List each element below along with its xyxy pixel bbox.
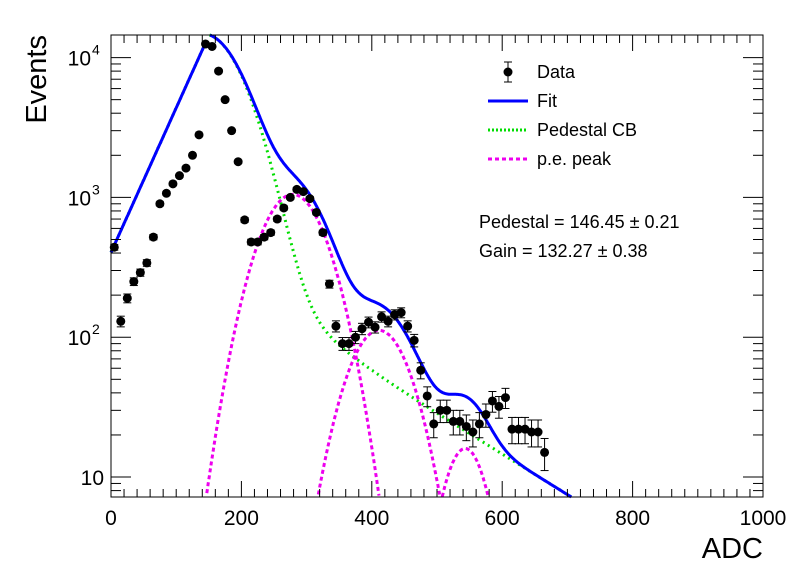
legend-entry-fit: Fit [488, 91, 557, 111]
data-point [305, 194, 315, 204]
plot-frame [110, 34, 764, 498]
data-point [142, 258, 152, 268]
data-point [259, 232, 269, 242]
data-point [540, 437, 550, 472]
data-point [468, 419, 478, 448]
data-point [227, 126, 237, 136]
data-point [266, 228, 276, 238]
data-point [422, 386, 432, 408]
data-point [331, 320, 341, 333]
y-tick-base: 10 [68, 187, 91, 210]
fit-annotations: Pedestal = 146.45 ± 0.21 Gain = 132.27 ± … [479, 212, 680, 261]
y-tick-base: 10 [68, 327, 91, 350]
legend-marker [503, 67, 513, 77]
legend: Data Fit Pedestal CB p.e. peak [488, 61, 637, 169]
data-point [233, 157, 243, 167]
y-tick-exponent: 4 [92, 42, 100, 58]
data-point [272, 214, 282, 224]
data-point [220, 95, 230, 105]
data-point [148, 232, 158, 242]
legend-entry-pedestal: Pedestal CB [488, 120, 637, 140]
x-tick-label: 200 [224, 507, 259, 530]
data-point [474, 412, 484, 439]
x-axis-label: ADC [702, 533, 763, 565]
y-tick-label: 10 [81, 467, 104, 490]
data-point [318, 228, 328, 238]
x-tick-label: 1000 [740, 507, 787, 530]
data-point [109, 242, 119, 252]
x-tick-label: 400 [354, 507, 389, 530]
legend-label: Data [537, 62, 576, 82]
pe-peak-3-curve [440, 447, 490, 498]
x-tick-label: 0 [105, 507, 117, 530]
data-point [155, 199, 165, 209]
data-point [409, 333, 419, 348]
data-point [188, 150, 197, 160]
y-axis-label: Events [21, 35, 53, 124]
data-point [403, 320, 413, 333]
data-point [481, 403, 491, 428]
data-point [351, 330, 360, 345]
legend-label: Fit [537, 91, 557, 111]
x-tick-label: 800 [615, 507, 650, 530]
legend-entry-pe: p.e. peak [488, 149, 612, 169]
data-point [377, 311, 387, 323]
data-point [207, 41, 217, 51]
y-tick-base: 10 [81, 467, 104, 490]
y-tick-label: 10 4 [68, 42, 100, 71]
data-point [279, 203, 289, 213]
data-point [181, 163, 191, 173]
data-point [311, 207, 321, 217]
data-point [461, 414, 471, 442]
data-point [194, 130, 204, 140]
data-point [253, 237, 263, 247]
pe-peak-2-curve [316, 328, 442, 495]
y-tick-label: 10 2 [68, 321, 100, 350]
data-point [416, 362, 426, 380]
data-point [487, 390, 497, 413]
y-tick-label: 10 3 [68, 181, 100, 210]
data-point [214, 66, 224, 76]
data-point [122, 293, 132, 304]
x-tick-label: 600 [485, 507, 520, 530]
data-point [161, 188, 171, 198]
data-point [135, 268, 145, 278]
pedestal-cb-curve [109, 33, 573, 499]
data-point [240, 215, 250, 225]
legend-entry-data: Data [503, 61, 576, 83]
y-tick-exponent: 2 [92, 321, 100, 337]
fit-annotation: Pedestal = 146.45 ± 0.21 [479, 212, 680, 232]
legend-label: Pedestal CB [537, 120, 637, 140]
data-point [298, 187, 308, 197]
data-point [494, 396, 504, 419]
fit-annotation: Gain = 132.27 ± 0.38 [479, 241, 648, 261]
data-point [324, 279, 334, 289]
data-point [500, 387, 510, 410]
data-point [285, 192, 295, 202]
data-point [429, 412, 439, 439]
data-point [168, 179, 178, 189]
data-point [455, 409, 465, 436]
data-point [116, 315, 126, 328]
fit-curve [109, 33, 573, 499]
data-point [396, 307, 406, 319]
data-point [129, 277, 139, 287]
y-tick-exponent: 3 [92, 181, 100, 197]
data-point [174, 171, 184, 181]
y-tick-base: 10 [68, 48, 91, 71]
data-point [533, 419, 543, 448]
legend-label: p.e. peak [537, 149, 612, 169]
